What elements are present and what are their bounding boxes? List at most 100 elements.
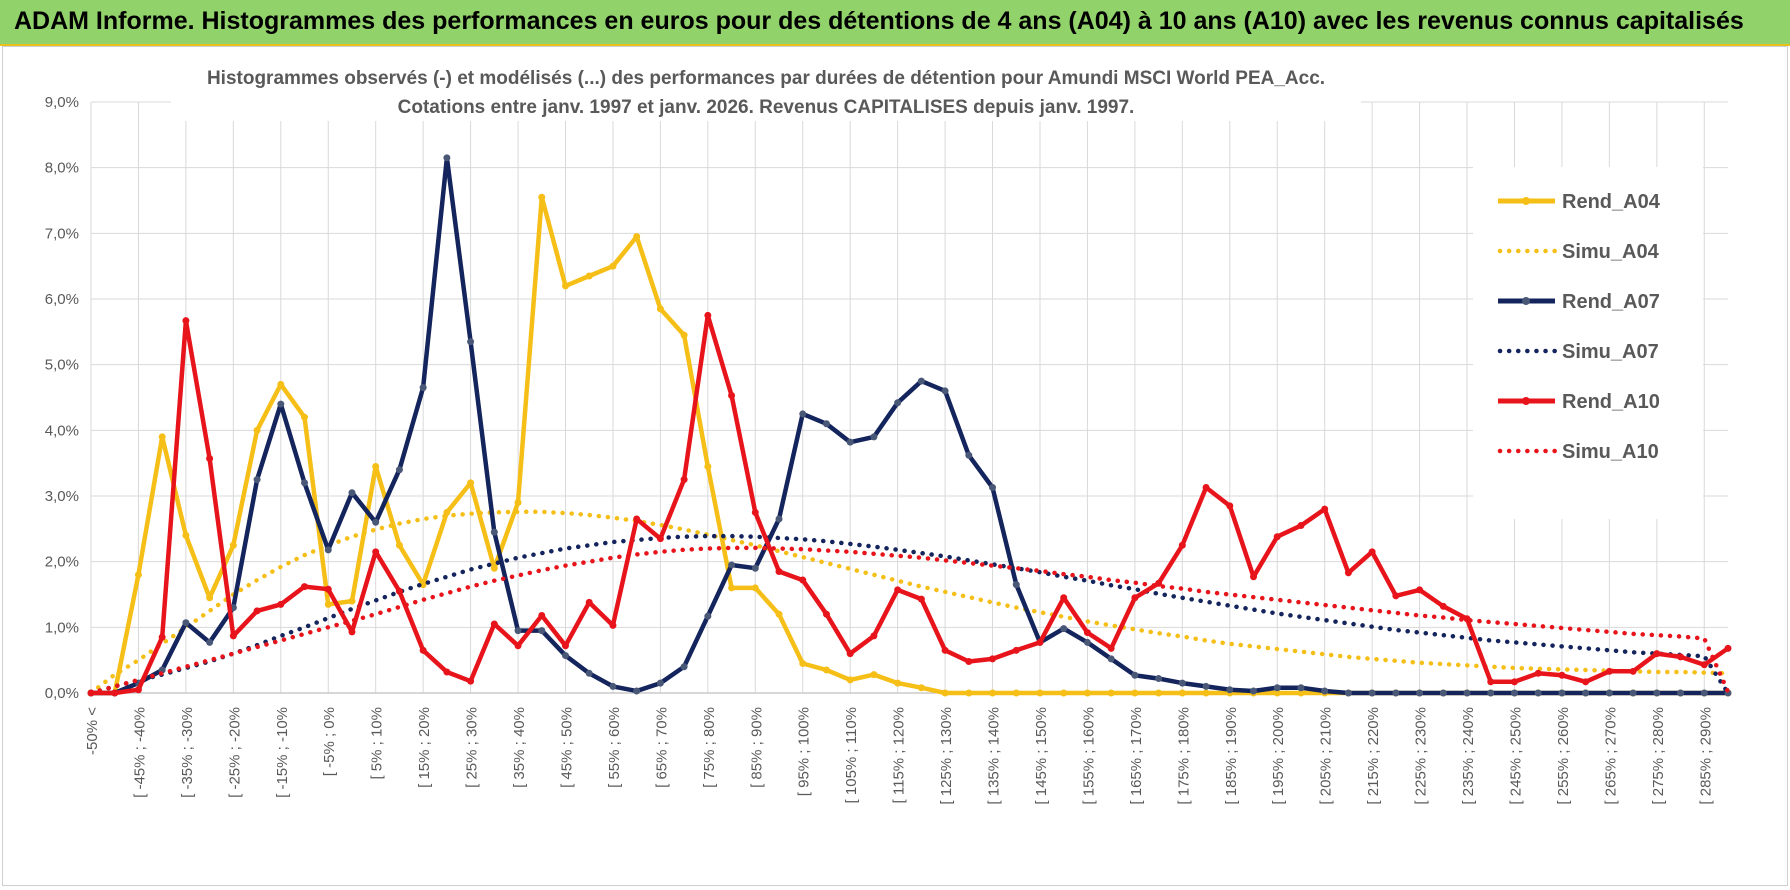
- x-tick-label: [ -25% ; -20%: [226, 707, 243, 798]
- series-rend-a10-point: [1273, 533, 1281, 541]
- series-rend-a10-point: [1510, 678, 1518, 686]
- series-rend-a07-point: [846, 438, 854, 446]
- x-tick-label: [ 285% ; 290%: [1697, 707, 1714, 805]
- series-rend-a04-point: [514, 499, 522, 507]
- series-rend-a10-point: [1060, 594, 1068, 602]
- series-rend-a07-point: [348, 489, 356, 497]
- series-rend-a10-point: [277, 600, 285, 608]
- x-tick-label: [ 135% ; 140%: [986, 707, 1003, 805]
- series-rend-a07-point: [182, 619, 190, 627]
- series-rend-a10-point: [989, 655, 997, 663]
- series-rend-a10: [87, 311, 1732, 697]
- series-rend-a10-point: [799, 576, 807, 584]
- series-rend-a07-point: [1107, 655, 1115, 663]
- series-rend-a07-point: [870, 433, 878, 441]
- series-rend-a10-point: [301, 583, 309, 591]
- series-simu-a07-line: [88, 533, 1731, 696]
- series-rend-a07-point: [1439, 689, 1447, 697]
- x-tick-label: [ 55% ; 60%: [606, 707, 623, 788]
- series-rend-a10-point: [395, 587, 403, 595]
- series-rend-a07-point: [1226, 686, 1234, 694]
- legend-label: Simu_A10: [1562, 441, 1659, 463]
- x-tick-label: [ 45% ; 50%: [558, 707, 575, 788]
- series-rend-a10-point: [1677, 653, 1685, 661]
- x-tick-label: [ 95% ; 100%: [796, 707, 813, 796]
- series-rend-a04-point: [1012, 689, 1020, 697]
- series-rend-a04-point: [1273, 689, 1281, 697]
- histogram-chart: 0,0% 1,0% 2,0% 3,0% 4,0% 5,0% 6,0% 7,0% 8,0% 9,0%…: [45, 59, 1732, 805]
- series-simu-a10-line: [88, 545, 1731, 696]
- y-axis-ticks: 0,0% 1,0% 2,0% 3,0% 4,0% 5,0% 6,0% 7,0% 8,0% 9,0%: [45, 94, 79, 702]
- series-rend-a07-point: [514, 627, 522, 635]
- series-rend-a10-point: [633, 515, 641, 523]
- series-rend-a10-point: [894, 586, 902, 594]
- x-tick-label: [ 35% ; 40%: [511, 707, 528, 788]
- series-rend-a04-point: [467, 479, 475, 487]
- series-rend-a10-point: [728, 392, 736, 400]
- series-rend-a10-point: [965, 657, 973, 665]
- series-rend-a04-point: [229, 541, 237, 549]
- series-rend-a10-point: [419, 646, 427, 654]
- series-rend-a07-point: [1083, 638, 1091, 646]
- legend-marker: [1522, 197, 1530, 205]
- series-rend-a10-point: [1226, 502, 1234, 510]
- x-tick-label: [ 225% ; 230%: [1413, 707, 1430, 805]
- series-rend-a10-point: [585, 598, 593, 606]
- x-tick-label: [ 195% ; 200%: [1270, 707, 1287, 805]
- series-rend-a04-point: [182, 531, 190, 539]
- series-rend-a04-point: [277, 380, 285, 388]
- series-rend-a07-point: [989, 483, 997, 491]
- series-rend-a07-point: [1677, 689, 1685, 697]
- series-rend-a07-point: [443, 154, 451, 162]
- x-tick-label: [ 15% ; 20%: [416, 707, 433, 788]
- y-tick-label: 7,0%: [45, 225, 79, 242]
- series-rend-a07-point: [324, 546, 332, 554]
- series-rend-a04-point: [609, 262, 617, 270]
- series-rend-a07-point: [1700, 689, 1708, 697]
- series-rend-a04-point: [917, 684, 925, 692]
- series-rend-a10-point: [1083, 629, 1091, 637]
- x-tick-label: [ 155% ; 160%: [1080, 707, 1097, 805]
- series-rend-a07-point: [419, 384, 427, 392]
- series-rend-a07-point: [751, 564, 759, 572]
- series-rend-a07-point: [704, 612, 712, 620]
- series-rend-a07: [87, 154, 1732, 697]
- series-rend-a04-point: [348, 597, 356, 605]
- series-rend-a10-point: [1700, 661, 1708, 669]
- series-rend-a04-point: [419, 581, 427, 589]
- series-rend-a10-point: [1250, 573, 1258, 581]
- series-rend-a10-point: [1416, 586, 1424, 594]
- series-rend-a10-point: [182, 317, 190, 325]
- series-rend-a07-point: [894, 399, 902, 407]
- series-rend-a07-point: [633, 687, 641, 695]
- series-rend-a10-point: [751, 508, 759, 516]
- series-rend-a07-point: [917, 377, 925, 385]
- series-rend-a10-point: [561, 642, 569, 650]
- series-rend-a07-point: [1202, 682, 1210, 690]
- series-rend-a10-point: [1321, 505, 1329, 513]
- series-rend-a10-point: [1629, 667, 1637, 675]
- series-rend-a10-point: [514, 642, 522, 650]
- series-rend-a07-point: [561, 652, 569, 660]
- series-rend-a07-point: [1629, 689, 1637, 697]
- series-rend-a07-point: [1487, 689, 1495, 697]
- header-banner: ADAM Informe. Histogrammes des performan…: [0, 0, 1790, 46]
- series-rend-a07-point: [1605, 689, 1613, 697]
- series-rend-a07-point: [277, 400, 285, 408]
- legend-label: Rend_A04: [1562, 191, 1661, 213]
- y-tick-label: 8,0%: [45, 160, 79, 177]
- series-rend-a04-point: [822, 666, 830, 674]
- chart-container: 0,0% 1,0% 2,0% 3,0% 4,0% 5,0% 6,0% 7,0% 8,0% 9,0%…: [2, 46, 1788, 886]
- series-rend-a10-point: [680, 476, 688, 484]
- series-rend-a10-point: [1558, 671, 1566, 679]
- series-rend-a10-point: [467, 677, 475, 685]
- legend-item-simu-a07: Simu_A07: [1497, 341, 1659, 363]
- series-rend-a04-point: [1131, 689, 1139, 697]
- legend-item-rend-a10: Rend_A10: [1498, 391, 1660, 413]
- series-rend-a07-point: [1131, 671, 1139, 679]
- series-rend-a04-point: [1107, 689, 1115, 697]
- series-rend-a04-point: [1083, 689, 1091, 697]
- series-rend-a04-point: [704, 462, 712, 470]
- series-rend-a04-point: [585, 272, 593, 280]
- x-tick-label: [ -15% ; -10%: [274, 707, 291, 798]
